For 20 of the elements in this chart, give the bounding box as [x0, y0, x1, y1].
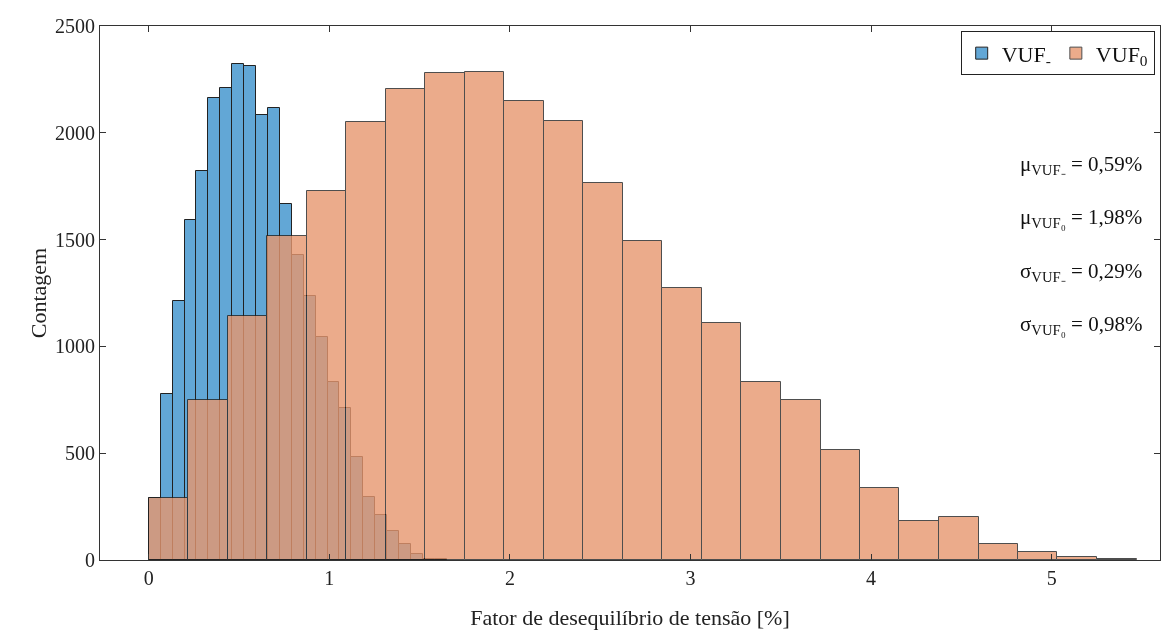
x-tick-label: 1	[324, 567, 335, 589]
annotation: μ$_{VUF₋}$ = 0,59%	[1020, 152, 1143, 179]
annotation: σ$_{VUF₋}$ = 0,29%	[1020, 259, 1143, 286]
annotation: μ$_{VUF₀}$ = 1,98%	[1020, 205, 1143, 232]
legend-label: VUF$_{-}$	[1001, 41, 1051, 70]
y-tick-label: 1500	[55, 228, 95, 251]
x-tick-label: 5	[1046, 567, 1057, 589]
x-tick-label: 4	[866, 567, 877, 589]
y-tick-label: 2500	[55, 15, 95, 37]
annotation: σ$_{VUF₀}$ = 0,98%	[1020, 312, 1143, 339]
x-axis-title: Fator de desequilíbrio de tensão [%]	[470, 605, 790, 630]
x-tick-label: 0	[143, 567, 154, 589]
y-tick-label: 1000	[55, 335, 95, 358]
y-tick-label: 2000	[55, 121, 95, 144]
y-axis-title: Contagem	[26, 247, 51, 339]
legend-label: VUF$_{0}$	[1095, 41, 1148, 70]
x-tick-label: 3	[685, 567, 696, 589]
y-tick-label: 0	[85, 549, 95, 571]
x-tick-label: 2	[504, 567, 515, 589]
y-tick-label: 500	[65, 442, 95, 465]
